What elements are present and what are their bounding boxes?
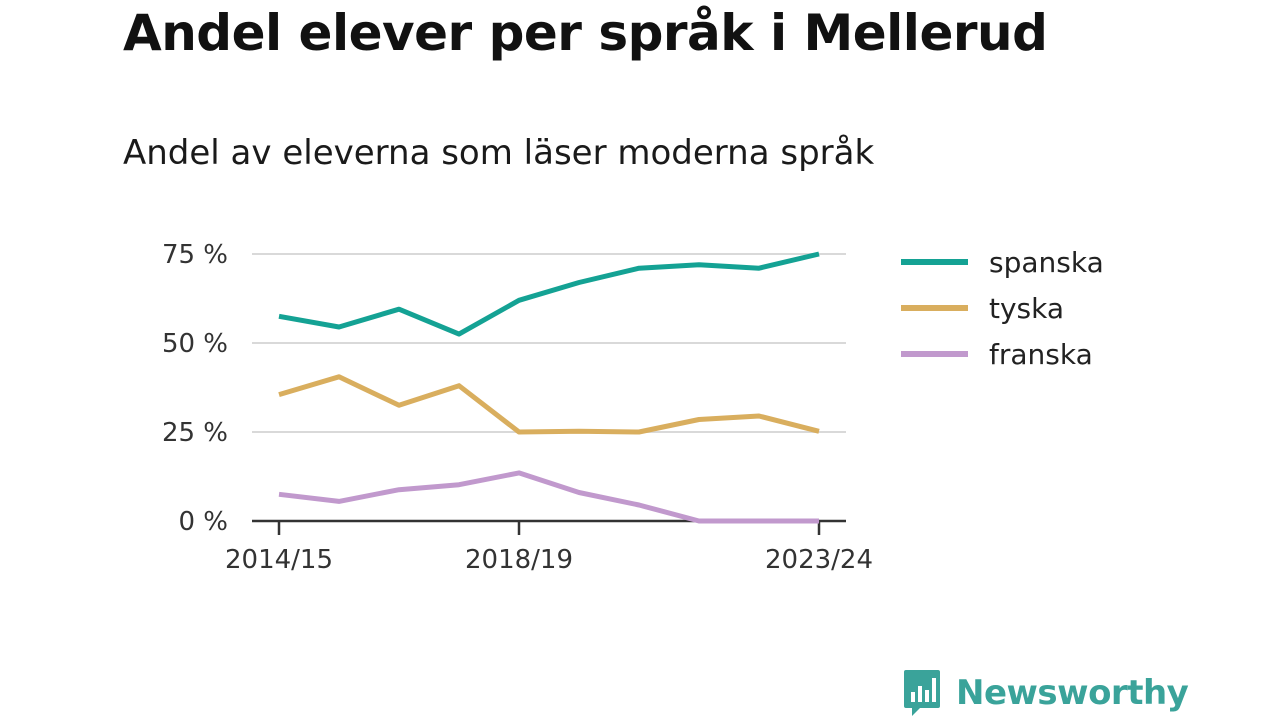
y-tick-label: 25 %: [162, 418, 228, 448]
x-tick-label: 2023/24: [765, 545, 873, 575]
x-axis: 2014/15 2018/19 2023/24: [225, 519, 873, 575]
x-tick-label: 2018/19: [465, 545, 573, 575]
y-tick-label: 0 %: [178, 507, 228, 537]
legend-label-tyska: tyska: [989, 292, 1064, 325]
y-tick-label: 75 %: [162, 240, 228, 270]
series-line-spanska: [278, 251, 820, 337]
y-axis: 0 % 25 % 50 % 75 %: [162, 240, 228, 537]
newsworthy-logo-icon: [904, 670, 940, 716]
series-lines: [278, 251, 820, 524]
x-tick-label: 2014/15: [225, 545, 333, 575]
y-tick-label: 50 %: [162, 329, 228, 359]
legend: spanska tyska franska: [901, 246, 1104, 371]
chart-subtitle: Andel av eleverna som läser moderna språ…: [123, 133, 875, 173]
legend-label-spanska: spanska: [989, 246, 1104, 279]
series-line-franska: [278, 470, 819, 524]
legend-label-franska: franska: [989, 338, 1093, 371]
chart-title: Andel elever per språk i Mellerud: [123, 4, 1048, 62]
grid-lines: [252, 253, 846, 433]
brand-name: Newsworthy: [956, 673, 1189, 713]
brand-logo: Newsworthy: [902, 668, 1189, 718]
series-line-tyska: [278, 374, 820, 435]
